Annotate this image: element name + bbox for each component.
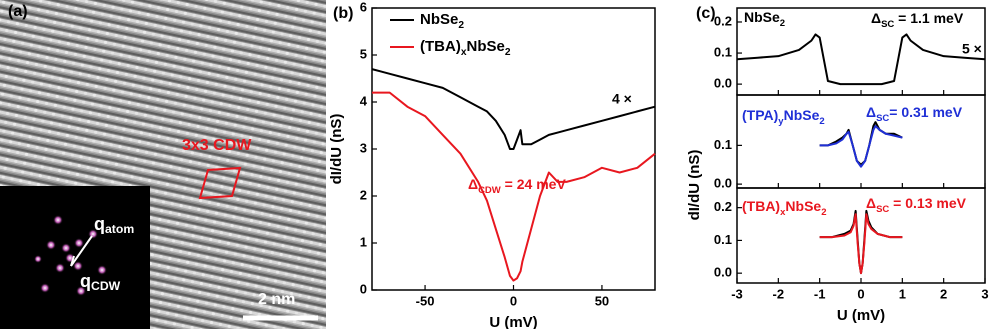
legend-label: NbSe2 <box>420 11 464 31</box>
text-part: y <box>778 116 784 127</box>
data-line <box>819 125 903 168</box>
text-part: NbSe <box>785 198 821 214</box>
text-part: = 24 meV <box>501 176 567 192</box>
text-part: q <box>80 271 91 291</box>
text-part: NbSe <box>784 107 820 123</box>
annotation: ΔSC= 0.31 meV <box>866 104 963 124</box>
text-part: (TBA) <box>420 38 461 55</box>
q-arrow <box>70 235 93 267</box>
panel-a: (a) 3x3 CDW 2 nm qatom qCDW <box>0 0 326 329</box>
x-tick-label: -2 <box>773 286 785 301</box>
fft-inset <box>0 186 150 329</box>
data-line <box>819 209 903 275</box>
text-part: Δ <box>866 104 876 120</box>
y-axis-label: dI/dU (nS) <box>328 114 345 185</box>
text-part: SC <box>876 204 889 215</box>
legend-label: (TBA)xNbSe2 <box>420 38 511 58</box>
text-part: x <box>461 47 467 58</box>
text-part: 2 <box>505 47 511 58</box>
annotation: 5 × <box>962 41 982 57</box>
text-part: SC <box>876 113 889 124</box>
data-line <box>372 91 656 282</box>
text-part: 2 <box>458 20 464 31</box>
x-tick-label: -1 <box>814 286 826 301</box>
text-part: SC <box>881 19 894 30</box>
panel-label: (a) <box>8 3 28 20</box>
data-line <box>371 68 656 150</box>
data-line <box>736 33 986 86</box>
text-part: NbSe <box>467 38 505 55</box>
x-tick-label: -50 <box>416 293 435 308</box>
text-part: CDW <box>478 185 501 196</box>
text-part: Δ <box>468 176 478 192</box>
y-tick-label: 0.0 <box>714 76 732 91</box>
text-part: = 1.1 meV <box>894 10 964 26</box>
text-part: (TBA) <box>742 198 780 214</box>
legend-label: (TPA)yNbSe2 <box>742 107 825 127</box>
text-part: CDW <box>91 279 121 293</box>
q-atom-label: qatom <box>94 214 134 236</box>
text-part: NbSe <box>744 9 780 25</box>
q-cdw-label: qCDW <box>80 271 121 293</box>
text-part: (TPA) <box>742 107 778 123</box>
text-part: = 0.31 meV <box>889 104 962 120</box>
annotation: ΔSC = 0.13 meV <box>866 195 967 215</box>
panel-label: (c) <box>696 5 716 22</box>
q-arrow <box>70 255 75 267</box>
y-tick-label: 0 <box>360 281 367 296</box>
data-line <box>819 213 903 275</box>
x-tick-label: 50 <box>595 293 609 308</box>
y-tick-label: 4 <box>360 93 368 108</box>
x-tick-label: 0 <box>510 293 517 308</box>
x-tick-label: 0 <box>857 286 864 301</box>
panel-label: (b) <box>333 5 353 22</box>
y-tick-label: 0.0 <box>714 265 732 280</box>
x-axis-label: U (mV) <box>837 307 885 324</box>
x-axis-label: U (mV) <box>489 314 537 329</box>
text-part: NbSe <box>420 11 458 28</box>
x-tick-label: -3 <box>731 286 743 301</box>
text-part: x <box>780 207 786 218</box>
y-tick-label: 0.1 <box>714 44 732 59</box>
cdw-cell <box>198 166 242 200</box>
y-tick-label: 3 <box>360 140 367 155</box>
x-tick-label: 2 <box>940 286 947 301</box>
annotation: ΔSC = 1.1 meV <box>871 10 964 30</box>
y-axis-label: dI/dU (nS) <box>686 150 703 221</box>
y-tick-label: 5 <box>360 46 367 61</box>
text-part: 2 <box>780 18 785 29</box>
annotation: ΔCDW = 24 meV <box>468 176 566 196</box>
text-part: atom <box>105 222 134 236</box>
x-tick-label: 3 <box>981 286 988 301</box>
y-tick-label: 2 <box>360 187 367 202</box>
y-tick-label: 0.2 <box>714 199 732 214</box>
text-part: 2 <box>819 116 824 127</box>
y-tick-label: 0.1 <box>714 232 732 247</box>
annotation: 3x3 CDW <box>182 137 252 154</box>
legend-label: NbSe2 <box>744 9 785 29</box>
text-part: 2 <box>821 207 826 218</box>
scale-label: 2 nm <box>258 291 295 308</box>
fft-spots <box>34 215 107 296</box>
text-part: q <box>94 214 105 234</box>
y-tick-label: 0.2 <box>714 13 732 28</box>
text-part: Δ <box>871 10 881 26</box>
y-tick-label: 6 <box>360 0 367 14</box>
legend-label: (TBA)xNbSe2 <box>742 198 827 218</box>
text-part: Δ <box>866 195 876 211</box>
x-tick-label: 1 <box>899 286 906 301</box>
annotation: 4 × <box>612 91 632 107</box>
y-tick-label: 0.1 <box>714 137 732 152</box>
y-tick-label: 1 <box>360 234 367 249</box>
y-tick-label: 0.0 <box>714 176 732 191</box>
text-part: = 0.13 meV <box>889 195 966 211</box>
